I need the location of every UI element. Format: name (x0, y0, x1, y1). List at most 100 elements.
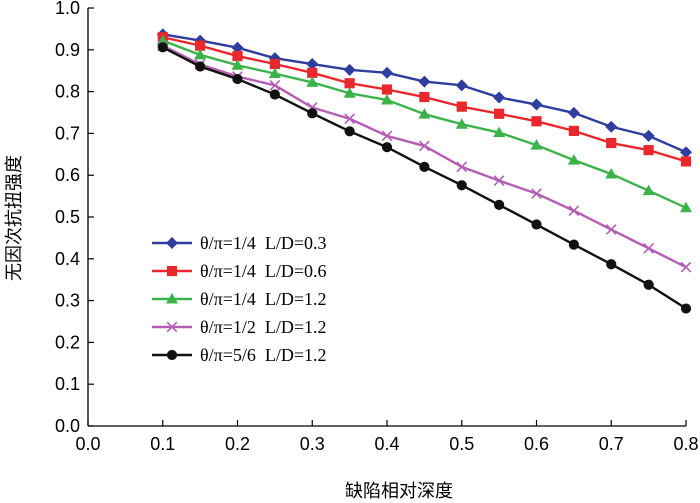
data-point-diamond (455, 79, 468, 92)
data-point-circle (643, 279, 654, 290)
data-point-x (166, 321, 178, 333)
legend-item: θ/π=1/4 L/D=0.6 (152, 261, 327, 281)
x-tick-label: 0.8 (673, 434, 698, 454)
data-point-triangle (166, 293, 178, 304)
data-point-circle (157, 42, 168, 53)
data-point-square (232, 50, 243, 62)
data-point-x (381, 130, 393, 142)
data-point-triangle (306, 76, 319, 87)
y-tick-label: 0.4 (55, 249, 80, 269)
data-point-diamond (605, 120, 618, 133)
data-point-circle (166, 349, 178, 361)
data-point-triangle (343, 87, 356, 98)
data-point-diamond (530, 98, 543, 111)
legend-label: θ/π=5/6 L/D=1.2 (200, 345, 327, 365)
data-point-triangle (530, 139, 543, 150)
y-tick-label: 0.8 (55, 82, 80, 102)
data-point-circle (419, 161, 430, 172)
data-point-diamond (567, 106, 580, 119)
y-tick-label: 0.2 (55, 332, 80, 352)
data-point-diamond (680, 146, 692, 159)
data-point-diamond (268, 52, 281, 65)
data-point-circle (232, 73, 243, 85)
data-point-square (456, 101, 467, 112)
data-point-circle (381, 142, 393, 153)
data-point-triangle (455, 118, 468, 129)
y-tick-label: 0.3 (55, 291, 80, 311)
data-point-triangle (231, 59, 244, 70)
data-point-diamond (493, 91, 506, 104)
data-point-square (643, 145, 654, 156)
data-point-circle (456, 180, 467, 191)
data-point-diamond (343, 63, 356, 76)
data-point-circle (680, 303, 692, 314)
data-point-x (643, 242, 654, 254)
legend: θ/π=1/4 L/D=0.3 θ/π=1/4 L/D=0.6 θ/π=1/4 L/… (152, 233, 327, 365)
y-tick-label: 0.1 (55, 374, 80, 394)
data-point-circle (531, 219, 542, 230)
data-point-triangle (642, 184, 655, 196)
data-point-diamond (381, 66, 393, 79)
data-point-square (419, 91, 430, 103)
data-point-square (381, 84, 393, 95)
y-tick-label: 1.0 (55, 0, 80, 18)
legend-label: θ/π=1/4 L/D=1.2 (200, 289, 327, 309)
data-point-diamond (231, 41, 244, 54)
data-point-square (269, 58, 280, 70)
data-point-triangle (194, 48, 207, 60)
data-point-square (568, 125, 579, 136)
y-tick-label: 0.6 (55, 165, 80, 185)
data-point-x (531, 188, 542, 199)
series-3 (156, 34, 692, 213)
data-point-x (605, 224, 617, 235)
data-point-square (344, 78, 355, 89)
data-point-square (307, 67, 318, 78)
x-tick-label: 0.1 (150, 434, 175, 454)
data-point-diamond (306, 58, 319, 71)
y-axis-title: 无因次抗扭强度 (4, 155, 25, 281)
data-point-square (680, 156, 692, 167)
data-point-triangle (381, 93, 393, 105)
data-point-diamond (642, 129, 655, 142)
data-point-circle (269, 89, 280, 100)
data-point-triangle (268, 67, 281, 79)
axes: 0.0 0.1 0.2 0.3 0.4 0.5 0.6 0.7 0.8 0.9 1.0 0.0 0.1 0… (55, 0, 699, 454)
x-tick-label: 0.4 (374, 434, 399, 454)
legend-item: θ/π=1/4 L/D=0.3 (152, 233, 327, 253)
data-point-x (680, 261, 692, 273)
data-point-circle (307, 108, 318, 119)
data-point-x (456, 161, 468, 173)
data-point-triangle (680, 201, 692, 213)
data-point-x (493, 175, 505, 186)
data-point-x (344, 113, 355, 125)
data-point-x (568, 205, 580, 217)
data-point-square (166, 265, 178, 277)
data-point-triangle (418, 108, 431, 119)
data-point-circle (606, 259, 617, 270)
data-point-square (494, 108, 505, 119)
legend-item: θ/π=5/6 L/D=1.2 (152, 345, 327, 365)
data-point-triangle (493, 126, 506, 138)
legend-label: θ/π=1/2 L/D=1.2 (200, 317, 327, 337)
x-tick-label: 0.2 (225, 434, 250, 454)
y-tick-label: 0.0 (55, 416, 80, 436)
data-point-circle (494, 199, 505, 210)
data-point-circle (195, 61, 206, 72)
x-tick-label: 0.6 (524, 434, 549, 454)
data-point-triangle (605, 167, 618, 179)
x-axis-title: 缺陷相对深度 (345, 481, 453, 502)
data-point-triangle (567, 154, 580, 165)
data-point-square (606, 137, 617, 149)
legend-label: θ/π=1/4 L/D=0.6 (200, 261, 327, 281)
series-group (156, 28, 692, 314)
data-point-square (531, 116, 542, 127)
data-point-diamond (418, 75, 431, 88)
x-tick-label: 0.0 (75, 434, 100, 454)
legend-item: θ/π=1/2 L/D=1.2 (152, 317, 327, 337)
data-point-square (195, 40, 206, 51)
legend-label: θ/π=1/4 L/D=0.3 (200, 233, 327, 253)
data-point-x (419, 140, 430, 152)
data-point-circle (344, 126, 355, 137)
legend-item: θ/π=1/4 L/D=1.2 (152, 289, 327, 309)
